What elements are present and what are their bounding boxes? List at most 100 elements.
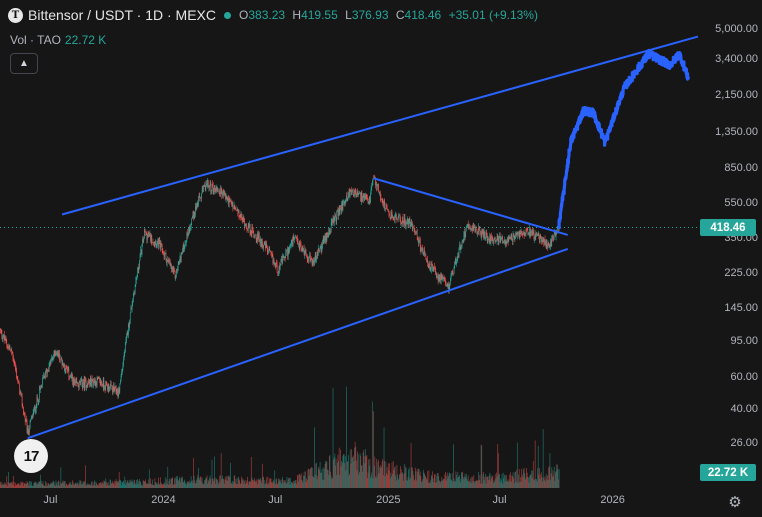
candle-body — [188, 227, 190, 232]
volume-bar — [199, 479, 201, 488]
volume-bar — [268, 482, 270, 488]
channel-upper-trendline[interactable] — [61, 35, 699, 216]
volume-bar — [515, 471, 516, 488]
volume-bar — [514, 471, 516, 488]
volume-bar — [170, 479, 172, 488]
volume-bar — [407, 477, 409, 488]
candle-body — [13, 361, 15, 364]
candle-body — [362, 197, 363, 202]
volume-bar — [41, 483, 43, 488]
candle-body — [271, 254, 273, 255]
volume-bars — [0, 386, 560, 488]
volume-bar — [124, 476, 126, 488]
volume-bar — [52, 483, 54, 488]
candle-body — [68, 368, 70, 377]
candle-body — [519, 232, 521, 239]
volume-bar — [430, 480, 432, 488]
candle-body — [29, 420, 31, 429]
candle-body — [431, 263, 433, 265]
candle-body — [517, 232, 518, 236]
volume-bar — [448, 472, 450, 488]
volume-bar — [324, 463, 326, 488]
candle-body — [266, 243, 267, 248]
volume-bar — [202, 483, 204, 488]
candle-body — [341, 203, 342, 212]
candle-body — [452, 274, 454, 275]
candle-body — [480, 234, 482, 238]
chart-settings-gear-icon[interactable]: ⚙ — [728, 494, 742, 511]
volume-bar — [523, 467, 525, 488]
volume-bar — [405, 466, 406, 488]
candle-body — [279, 265, 281, 270]
volume-bar — [84, 481, 86, 488]
candle-body — [304, 251, 306, 255]
candle-body — [98, 377, 99, 379]
candle-body — [413, 226, 414, 228]
wedge-upper-trendline[interactable] — [373, 177, 569, 236]
volume-bar — [140, 481, 142, 488]
volume-bar — [373, 411, 374, 488]
volume-bar — [160, 482, 162, 488]
time-axis-label: 2024 — [151, 494, 176, 506]
candle-body — [399, 214, 401, 220]
candle-body — [34, 406, 35, 410]
volume-bar — [422, 469, 424, 488]
candle-body — [225, 193, 226, 200]
volume-bar — [223, 479, 225, 488]
candle-body — [528, 232, 530, 236]
candle-body — [264, 241, 266, 243]
candle-body — [312, 260, 314, 266]
candle-body — [3, 334, 4, 338]
tradingview-logo-icon[interactable]: 17 — [14, 439, 48, 473]
candle-body — [111, 385, 113, 388]
volume-bar — [156, 483, 158, 488]
candle-body — [74, 382, 76, 384]
channel-lower-trendline[interactable] — [27, 247, 569, 440]
volume-bar — [142, 485, 143, 488]
volume-bar — [220, 453, 222, 488]
candle-body — [447, 284, 448, 287]
volume-bar — [477, 481, 478, 488]
volume-bar — [465, 474, 467, 488]
volume-bar — [18, 483, 19, 488]
candle-body — [78, 385, 79, 388]
symbol-title[interactable]: Bittensor / USDT · 1D · MEXC — [28, 7, 217, 23]
candle-body — [436, 273, 438, 277]
candle-body — [209, 182, 211, 186]
candle-body — [198, 197, 199, 206]
candle-body — [295, 236, 296, 238]
candle-body — [28, 432, 30, 434]
volume-bar — [168, 480, 170, 488]
candle-body — [238, 209, 240, 218]
candle-body — [172, 267, 174, 272]
candle-body — [439, 276, 440, 281]
candle-body — [459, 244, 460, 249]
volume-bar — [493, 480, 495, 488]
candle-body — [325, 233, 326, 241]
volume-bar — [122, 481, 124, 488]
candle-body — [394, 215, 396, 221]
candle-body — [556, 232, 557, 234]
volume-bar — [9, 483, 11, 488]
time-axis-label: 2026 — [600, 494, 625, 506]
candle-body — [475, 227, 476, 233]
candle-body — [381, 199, 382, 200]
collapse-legend-button[interactable]: ▲ — [10, 53, 38, 74]
candle-body — [317, 251, 318, 256]
candle-body — [419, 238, 420, 241]
volume-bar — [540, 472, 542, 488]
candle-body — [54, 350, 55, 354]
candle-body — [504, 240, 505, 243]
candle-body — [12, 353, 14, 358]
volume-bar — [258, 480, 260, 488]
volume-bar — [19, 485, 21, 488]
candle-body — [353, 195, 355, 197]
volume-bar — [388, 470, 390, 488]
candle-body — [118, 388, 120, 392]
candle-body — [481, 232, 483, 238]
volume-bar — [515, 481, 517, 488]
volume-bar — [2, 484, 3, 488]
candle-body — [243, 217, 244, 222]
volume-bar — [259, 479, 261, 488]
